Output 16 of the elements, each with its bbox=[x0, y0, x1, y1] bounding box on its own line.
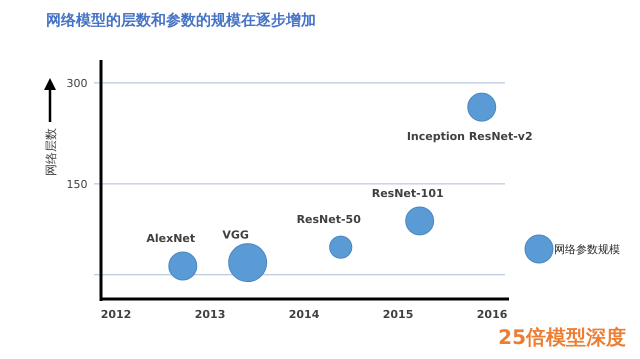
x-tick-label: 2012 bbox=[100, 308, 132, 321]
chart-title: 网络模型的层数和参数的规模在逐步增加 bbox=[46, 11, 316, 29]
y-tick-label: 150 bbox=[66, 178, 88, 191]
legend: 网络参数规模 bbox=[524, 234, 620, 264]
annotation: ResNet-50 bbox=[296, 213, 362, 226]
annotation: VGG bbox=[222, 228, 249, 242]
y-tick-label: 300 bbox=[66, 76, 88, 90]
annotation: ResNet-101 bbox=[372, 186, 444, 200]
x-tick-label: 2016 bbox=[476, 308, 508, 321]
annotation: Inception ResNet-v2 bbox=[406, 130, 533, 144]
x-tick-label: 2015 bbox=[382, 308, 414, 321]
x-tick-label: 2014 bbox=[288, 308, 320, 321]
annotation: AlexNet bbox=[146, 232, 196, 246]
y-axis-title: 网络层数 bbox=[44, 128, 58, 176]
text: 25倍模型深度 bbox=[498, 325, 626, 349]
x-tick-label: 2013 bbox=[194, 308, 226, 321]
